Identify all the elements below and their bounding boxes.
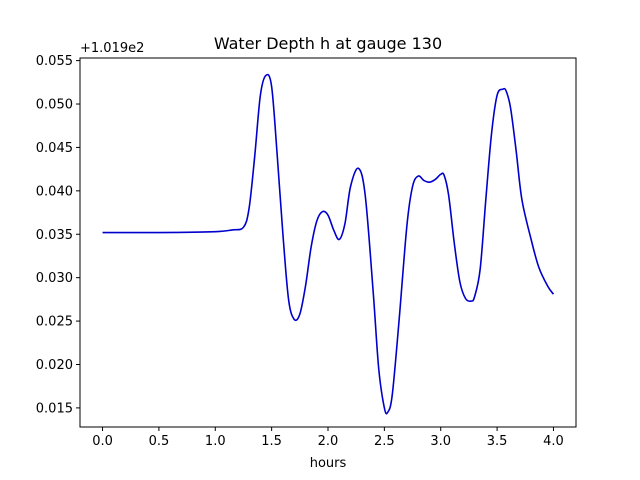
y-tick-label: 0.020 [36,358,73,373]
y-tick-label: 0.055 [36,54,73,69]
x-tick-label: 1.5 [261,434,282,449]
y-tick-label: 0.025 [36,315,73,330]
x-axis-ticks: 0.0 0.5 1.0 1.5 2.0 2.5 3.0 3.5 4.0 [92,427,564,449]
x-tick-label: 1.0 [205,434,226,449]
x-tick-label: 0.0 [92,434,113,449]
x-tick-label: 0.5 [149,434,170,449]
plot-area [102,73,555,415]
axes-frame [79,57,577,428]
y-tick-label: 0.015 [36,401,73,416]
chart-title: Water Depth h at gauge 130 [214,34,442,53]
x-tick-label: 3.5 [487,434,508,449]
y-tick-label: 0.050 [36,98,73,113]
y-axis-ticks: 0.015 0.020 0.025 0.030 0.035 0.040 0.045 0.050… [36,54,80,416]
y-tick-label: 0.035 [36,228,73,243]
x-tick-label: 3.0 [430,434,451,449]
x-tick-label: 2.5 [374,434,395,449]
series-line [102,73,555,415]
x-tick-label: 2.0 [318,434,339,449]
y-tick-label: 0.030 [36,271,73,286]
y-tick-label: 0.040 [36,184,73,199]
x-axis-label: hours [310,456,347,471]
y-offset-label: +1.019e2 [80,41,144,56]
x-tick-label: 4.0 [543,434,564,449]
y-tick-label: 0.045 [36,141,73,156]
